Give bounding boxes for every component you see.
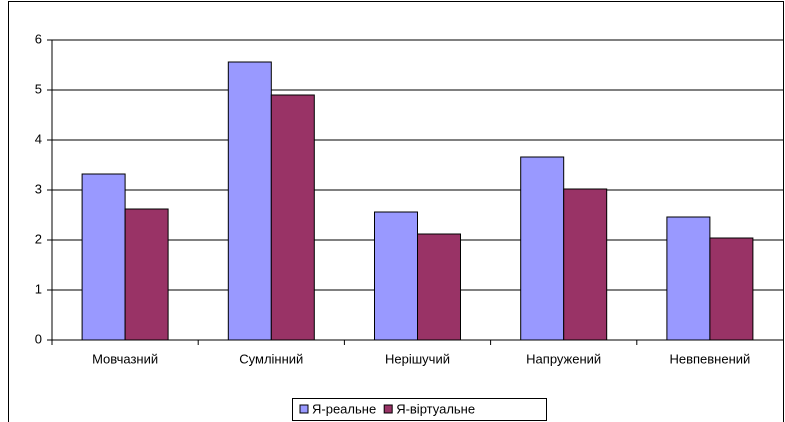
y-tick-label: 3	[35, 181, 42, 196]
legend-label: Я-реальне	[312, 401, 376, 416]
y-tick-label: 5	[35, 81, 42, 96]
legend-swatch	[299, 404, 309, 414]
x-tick-label: Нерішучий	[385, 351, 450, 366]
y-tick-label: 0	[35, 331, 42, 346]
bar	[374, 211, 418, 341]
x-tick-label: Мовчазний	[92, 351, 158, 366]
bar	[270, 94, 315, 341]
bar	[124, 208, 169, 341]
bar	[563, 188, 608, 341]
legend-label: Я-віртуальне	[396, 401, 475, 416]
y-tick-label: 4	[35, 131, 42, 146]
bar	[709, 237, 754, 341]
legend-box	[292, 398, 547, 421]
x-tick-label: Невпевнений	[669, 351, 750, 366]
y-tick-label: 1	[35, 281, 42, 296]
bar	[417, 233, 461, 341]
bar	[666, 216, 711, 341]
legend-swatch	[383, 404, 393, 414]
y-tick-label: 6	[35, 31, 42, 46]
x-tick-label: Напружений	[526, 351, 601, 366]
bar	[227, 61, 272, 341]
bar	[520, 156, 565, 341]
chart-frame	[8, 1, 784, 422]
y-tick-label: 2	[35, 231, 42, 246]
x-tick-label: Сумлінний	[239, 351, 303, 366]
bar	[81, 173, 126, 341]
